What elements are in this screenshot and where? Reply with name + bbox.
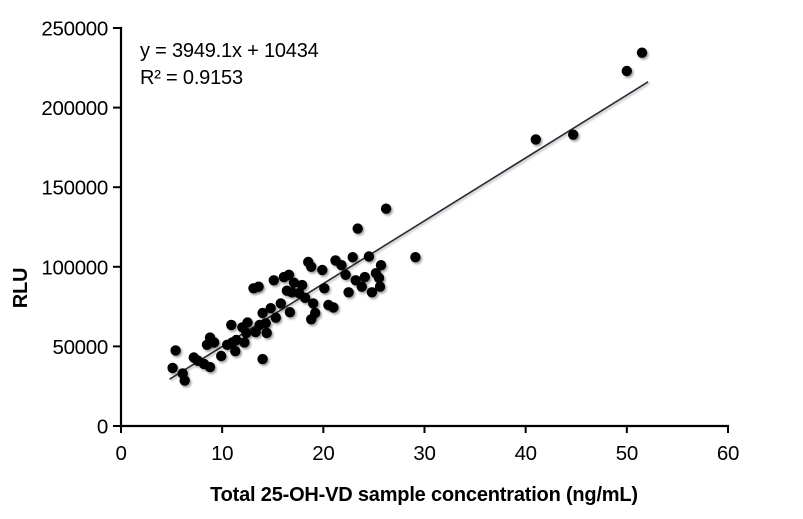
tick-labels: 0 10 20 30 40 50 60 0 50000 100000 150000 200000 250… <box>41 18 739 466</box>
data-point <box>241 327 252 339</box>
trendline-segment <box>169 81 649 380</box>
data-point <box>167 362 178 374</box>
data-point <box>283 269 295 280</box>
data-point <box>242 317 253 328</box>
y-tick-label: 100000 <box>41 256 108 279</box>
data-point <box>363 251 375 262</box>
data-point <box>270 312 281 323</box>
data-point <box>621 65 632 77</box>
data-point <box>306 261 317 272</box>
data-point <box>179 375 190 386</box>
data-point <box>568 129 579 140</box>
data-point <box>359 271 370 283</box>
data-point <box>530 134 541 145</box>
data-point <box>260 318 271 329</box>
data-point <box>375 260 387 271</box>
data-point <box>230 346 241 357</box>
data-point <box>299 292 311 303</box>
x-tick-label: 50 <box>616 442 638 465</box>
data-point <box>275 298 286 309</box>
data-points <box>167 47 648 386</box>
axis-ticks <box>113 27 729 433</box>
x-tick-label: 20 <box>312 442 334 465</box>
data-point <box>265 303 276 314</box>
data-point <box>216 350 227 362</box>
data-point <box>374 281 386 292</box>
y-tick-label: 50000 <box>52 336 108 359</box>
data-point <box>328 302 339 313</box>
data-point <box>373 272 385 284</box>
data-point <box>288 277 300 288</box>
data-point <box>380 203 392 214</box>
y-tick-label: 200000 <box>41 97 108 120</box>
x-tick-label: 0 <box>115 442 126 465</box>
data-point <box>239 337 250 348</box>
data-point <box>366 287 378 298</box>
data-point <box>253 281 264 292</box>
data-point <box>268 275 279 286</box>
data-point <box>231 334 242 346</box>
x-tick-label: 10 <box>211 442 233 465</box>
x-tick-label: 30 <box>413 442 435 465</box>
data-point <box>284 307 296 318</box>
data-point <box>308 298 319 309</box>
data-point <box>636 47 648 58</box>
y-axis-title: RLU <box>10 268 32 309</box>
data-point <box>257 353 268 365</box>
data-point <box>170 345 181 356</box>
data-point <box>410 252 421 263</box>
data-point <box>310 307 321 319</box>
data-point <box>208 337 220 348</box>
trendline <box>169 81 649 380</box>
y-tick-label: 0 <box>97 416 108 439</box>
x-tick-label: 60 <box>717 442 739 465</box>
y-tick-label: 150000 <box>41 177 108 200</box>
trendline-equation: y = 3949.1x + 10434 <box>140 40 319 62</box>
data-point <box>356 281 367 292</box>
data-point <box>347 252 358 263</box>
data-point <box>336 260 347 271</box>
data-point <box>296 279 308 291</box>
x-tick-label: 40 <box>515 442 537 465</box>
data-point <box>257 307 268 319</box>
data-point <box>340 269 351 280</box>
data-point <box>343 287 354 298</box>
x-axis-title: Total 25-OH-VD sample concentration (ng/… <box>210 484 638 506</box>
r-squared-label: R² = 0.9153 <box>140 67 243 89</box>
data-point <box>261 327 272 339</box>
data-point <box>352 223 363 234</box>
data-point <box>317 264 328 276</box>
data-point <box>204 361 216 373</box>
y-tick-label: 250000 <box>41 18 108 41</box>
data-point <box>226 319 237 331</box>
data-point <box>319 283 330 294</box>
